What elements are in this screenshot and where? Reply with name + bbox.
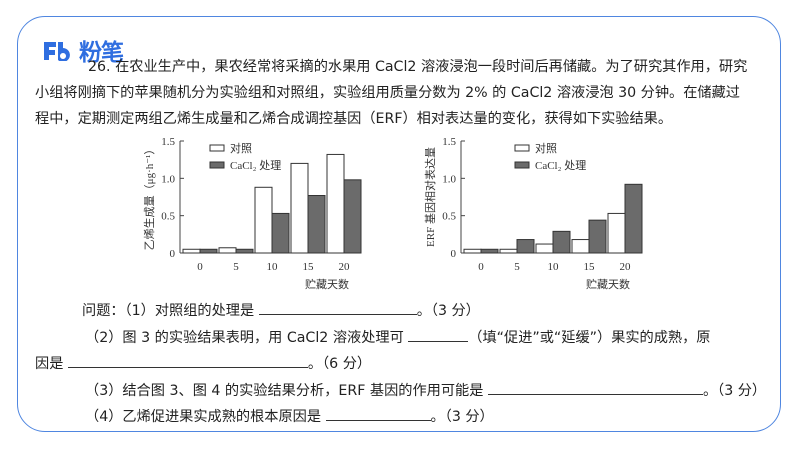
- legend-label: CaCl₂ 处理: [535, 159, 586, 172]
- x-tick-label: 0: [197, 261, 203, 273]
- bar: [343, 179, 362, 254]
- x-tick-label: 10: [267, 261, 279, 273]
- sub-question-1: 问题：（1）对照组的处理是 。（3 分）: [82, 300, 480, 320]
- y-axis-label: 乙烯生成量（μg·h⁻¹）: [142, 144, 156, 251]
- x-tick-label: 0: [478, 261, 484, 273]
- intro-line-1: 26. 在农业生产中，果农经常将采摘的水果用 CaCl2 溶液浸泡一段时间后再储…: [88, 59, 748, 75]
- bar: [326, 153, 345, 254]
- x-tick-label: 10: [548, 261, 560, 273]
- y-tick-label: 1.5: [161, 136, 175, 148]
- x-tick-label: 20: [620, 261, 632, 273]
- answer-blank-2a[interactable]: [408, 327, 469, 342]
- y-tick-label: 0: [451, 248, 457, 260]
- answer-blank-2b[interactable]: [67, 353, 308, 368]
- x-tick-label: 5: [514, 261, 520, 273]
- bar: [499, 248, 518, 254]
- y-axis-label: ERF 基因相对表达量: [423, 147, 437, 247]
- x-axis-label: 贮藏天数: [586, 278, 630, 291]
- legend-swatch: [209, 144, 225, 152]
- fb-logo-icon: [44, 42, 70, 61]
- legend-swatch: [514, 161, 530, 169]
- question-card-frame: [17, 16, 781, 432]
- answer-blank-1[interactable]: [258, 300, 417, 315]
- brand-logo: 粉笔: [42, 36, 124, 66]
- sub-question-2: （2）图 3 的实验结果表明，用 CaCl2 溶液处理可 （填“促进”或“延缓”…: [85, 327, 711, 347]
- legend-label: 对照: [230, 141, 252, 155]
- bar: [290, 162, 309, 254]
- bar-chart-figure-3: 0 0.5 1.0 1.5 乙烯生成量（μg·h⁻¹） 0 5 10 15 20 贮藏天数 对照 CaC…: [142, 136, 362, 291]
- y-tick-label: 0.5: [161, 211, 175, 223]
- intro-line-2: 小组将刚摘下的苹果随机分为实验组和对照组，实验组用质量分数为 2% 的 CaCl…: [35, 85, 740, 101]
- chart-erf-expression: 0 0.5 1.0 1.5 ERF 基因相对表达量 0 5 10 15 20 贮藏天数 对照 CaCl₂…: [420, 135, 660, 299]
- bar-chart-figure-4: 0 0.5 1.0 1.5 ERF 基因相对表达量 0 5 10 15 20 贮藏天数 对照 CaCl₂…: [423, 136, 643, 291]
- y-tick-label: 1.0: [161, 173, 175, 185]
- bar: [463, 248, 482, 254]
- legend-swatch: [514, 144, 530, 152]
- bar: [235, 248, 254, 254]
- sub-question-4: （4）乙烯促进果实成熟的根本原因是 。（3 分）: [85, 406, 494, 426]
- bar: [571, 239, 590, 254]
- legend-swatch: [209, 161, 225, 169]
- bar: [535, 243, 554, 254]
- answer-blank-4[interactable]: [325, 406, 431, 421]
- bar: [480, 248, 499, 254]
- bar: [271, 212, 290, 254]
- y-tick-label: 0.5: [442, 211, 456, 223]
- bar: [552, 230, 571, 254]
- bar: [624, 183, 643, 254]
- x-tick-label: 15: [303, 261, 315, 273]
- bar: [218, 247, 237, 254]
- bar: [607, 212, 626, 254]
- bar: [199, 248, 218, 254]
- bar: [254, 186, 273, 254]
- brand-name: 粉笔: [79, 40, 124, 66]
- legend-label: 对照: [535, 141, 557, 155]
- legend-label: CaCl₂ 处理: [230, 159, 281, 172]
- x-tick-label: 15: [584, 261, 596, 273]
- x-tick-label: 20: [339, 261, 351, 273]
- x-tick-label: 5: [233, 261, 239, 273]
- y-tick-label: 1.0: [442, 173, 456, 185]
- x-axis-label: 贮藏天数: [305, 278, 349, 291]
- sub-question-3: （3）结合图 3、图 4 的实验结果分析，ERF 基因的作用可能是 。（3 分）: [85, 380, 766, 400]
- bar: [516, 239, 535, 254]
- intro-line-3: 程中，定期测定两组乙烯生成量和乙烯合成调控基因（ERF）相对表达量的变化，获得如…: [35, 111, 673, 127]
- sub-question-2-cont: 因是 。（6 分）: [35, 353, 371, 373]
- bar: [588, 219, 607, 254]
- y-tick-label: 0: [170, 248, 176, 260]
- answer-blank-3[interactable]: [487, 380, 703, 395]
- chart-ethylene-production: 0 0.5 1.0 1.5 乙烯生成量（μg·h⁻¹） 0 5 10 15 20 贮藏天数 对照 CaC…: [140, 135, 380, 299]
- y-tick-label: 1.5: [442, 136, 456, 148]
- bar: [307, 195, 326, 254]
- bar: [182, 248, 201, 254]
